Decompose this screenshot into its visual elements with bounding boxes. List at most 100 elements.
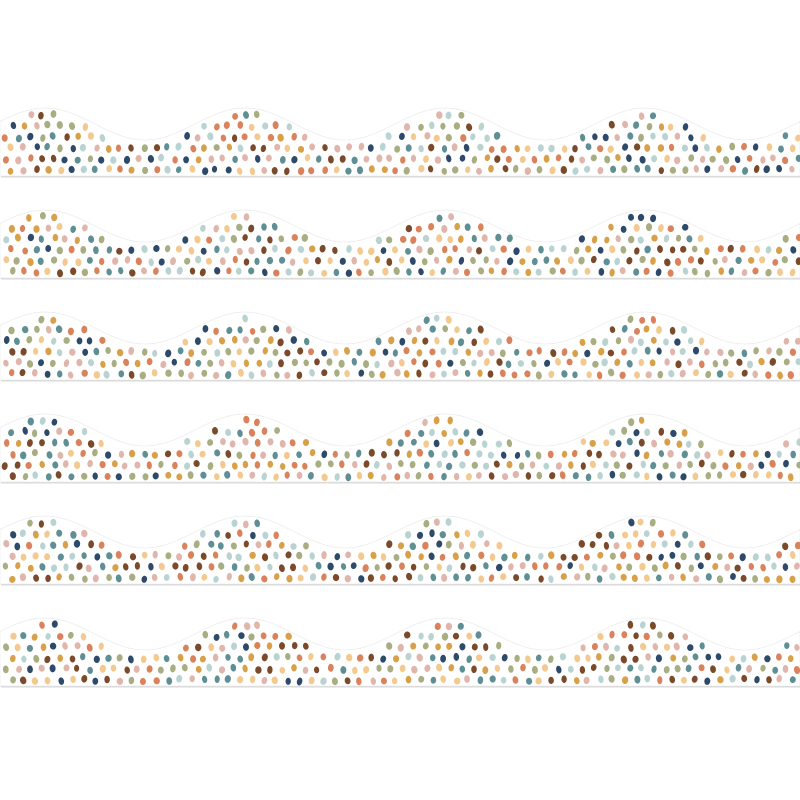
polka-dot [67,449,74,457]
polka-dot [717,471,723,479]
polka-dot [667,632,675,640]
polka-dot [254,133,261,141]
polka-dot [742,167,749,175]
polka-dot [538,245,544,254]
polka-dot [681,450,688,459]
polka-dot [278,235,285,243]
polka-dot [339,257,346,265]
polka-dot [13,257,20,265]
polka-dot [368,247,375,256]
polka-dot [297,245,305,253]
polka-dot [482,666,489,675]
polka-dot [391,246,399,254]
polka-dot [93,246,99,255]
polka-dot [219,644,226,652]
polka-dot [170,664,176,673]
polka-dot [765,268,772,277]
polka-dot [68,122,76,130]
polka-dot [244,564,250,572]
polka-dot [376,154,383,163]
polka-dot [603,642,609,651]
polka-dot [615,154,621,161]
polka-dot [176,266,183,275]
polka-dot [634,247,640,255]
polka-dot [20,553,27,561]
polka-dot [464,449,470,457]
polka-dot [117,165,123,173]
polka-dot [405,224,413,233]
polka-dot [230,663,237,672]
polka-dot [118,267,124,275]
polka-dot [760,156,766,164]
polka-dot [578,235,586,243]
polka-dot [445,518,452,526]
polka-dot [182,338,189,346]
polka-dot [658,553,664,561]
polka-dot [92,677,99,685]
polka-dot [448,664,455,672]
polka-dot [777,471,783,480]
polka-dot [184,257,191,265]
polka-dot [422,642,429,650]
polka-dot [61,156,68,164]
polka-dot [363,155,370,163]
polka-dot [16,665,23,673]
polka-dot [208,643,215,652]
polka-dot [428,472,434,480]
polka-dot [741,142,747,151]
polka-dot [447,416,453,425]
polka-dot [752,143,759,151]
polka-dot [248,371,255,380]
polka-dot [13,337,20,345]
polka-dot [603,258,610,266]
polka-dot [57,553,64,561]
polka-dot [322,166,329,174]
polka-dot [452,552,459,561]
polka-dot [451,143,458,152]
polka-dot [195,156,202,164]
polka-dot [422,418,428,427]
polka-dot [231,563,238,571]
polka-dot [176,450,183,458]
polka-dot [230,360,237,368]
polka-dot [93,347,100,356]
polka-dot [367,144,374,152]
polka-dot [499,369,506,378]
polka-dot [441,573,448,582]
polka-dot [477,143,484,151]
polka-dot [309,368,315,377]
polka-dot [410,154,417,162]
polka-dot [704,552,712,561]
polka-dot [80,449,86,457]
polka-dot [356,677,362,686]
polka-dot [614,134,620,141]
polka-dot [307,269,315,277]
polka-dot [484,134,490,143]
polka-dot [50,518,57,526]
polka-dot [722,156,730,165]
polka-dot [579,156,586,164]
polka-dot [717,449,724,456]
polka-dot [670,429,677,437]
polka-dot [230,642,238,651]
polka-dot [163,655,170,663]
polka-dot [219,154,225,162]
polka-dot [152,349,158,357]
polka-dot [81,268,89,277]
polka-dot [405,675,412,684]
polka-dot [63,438,69,447]
polka-dot [687,337,694,345]
polka-dot [302,666,309,674]
polka-dot [94,267,100,275]
polka-dot [454,326,460,334]
polka-dot [235,267,242,275]
polka-dot [544,359,551,367]
polka-dot [248,573,255,581]
polka-dot [589,460,596,469]
polka-dot [344,347,350,355]
polka-dot [393,554,400,561]
polka-dot [644,164,651,173]
polka-dot [638,416,645,424]
polka-dot [410,133,417,141]
polka-dot [87,155,94,163]
